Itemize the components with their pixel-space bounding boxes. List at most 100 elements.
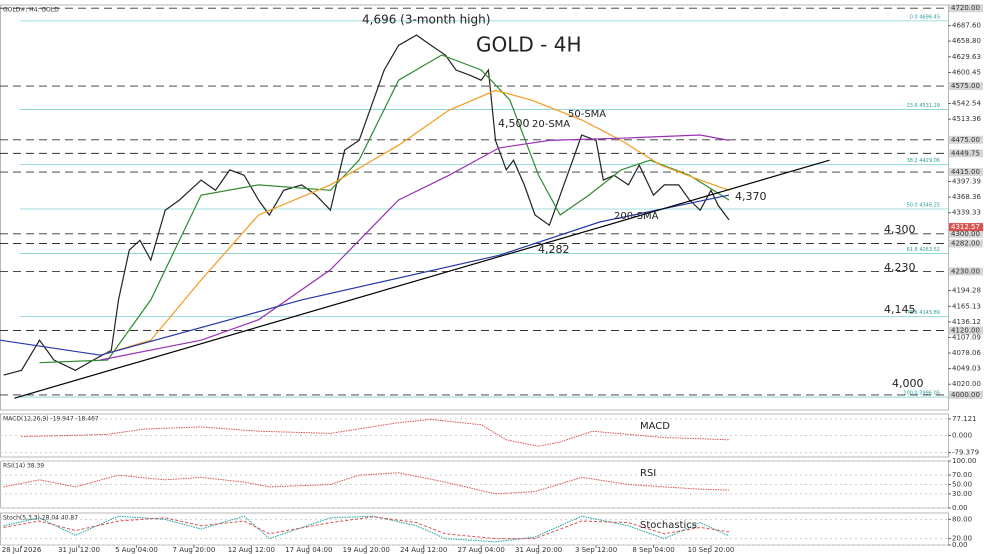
y-tick-label: 4136.12 (952, 318, 981, 326)
x-tick-label: 12 Aug 12:00 (228, 546, 275, 554)
level-label: 4230.00 (951, 267, 980, 275)
fib-label: 100.0 3996.05 (903, 391, 940, 397)
series-line (100, 134, 730, 361)
fib-label: 23.6 4531.29 (907, 103, 940, 109)
current-price-label: 4312.57 (951, 223, 980, 231)
panel-frame (0, 512, 949, 546)
level-label: 4449.75 (951, 149, 980, 157)
fib-label: 0.0 4696.45 (910, 14, 940, 20)
y-tick-label: 4658.80 (952, 37, 981, 45)
y-tick-label: 77.121 (952, 415, 977, 423)
y-tick-label: 0.000 (952, 432, 972, 440)
panel-title: RSI(14) 38.39 (3, 463, 44, 470)
fib-label: 61.8 4263.52 (907, 247, 940, 253)
level-box (949, 168, 983, 177)
y-tick-label: 4049.03 (952, 365, 981, 373)
series-line (3, 515, 730, 543)
x-tick-label: 27 Aug 04:00 (458, 546, 505, 554)
level-label: 4000.00 (951, 391, 980, 399)
panel-frame (0, 4, 949, 411)
level-box (949, 267, 983, 276)
x-tick-label: 24 Aug 12:00 (400, 546, 447, 554)
series-line (0, 194, 730, 356)
level-label: 4120.00 (951, 327, 980, 335)
y-tick-label: 4339.33 (952, 209, 981, 217)
annotation: 4,282 (538, 243, 570, 256)
annotation: 50-SMA (568, 109, 606, 120)
y-tick-label: 4107.09 (952, 333, 981, 341)
x-tick-label: 28 Jul 2026 (2, 546, 42, 554)
x-tick-label: 5 Aug 04:00 (115, 546, 158, 554)
series-line (39, 54, 730, 364)
y-tick-label: 4687.60 (952, 22, 981, 30)
y-tick-label: 4600.45 (952, 68, 981, 76)
x-tick-label: 19 Aug 20:00 (343, 546, 390, 554)
level-label: 4415.00 (951, 168, 980, 176)
panel-label: Stochastics (640, 520, 697, 531)
fib-label: 38.2 4429.06 (907, 158, 940, 164)
y-tick-label: 4078.06 (952, 349, 981, 357)
fib-label: 78.6 4145.89 (907, 310, 940, 316)
annotation: 4,145 (884, 303, 916, 316)
x-tick-label: 8 Sep 04:00 (632, 546, 674, 554)
panel-title: MACD(12,26,9) -19.947 -18.467 (3, 416, 99, 423)
panel-label: MACD (640, 421, 670, 432)
y-tick-label: 4513.36 (952, 115, 981, 123)
y-tick-label: 100.00 (952, 457, 977, 465)
annotation: 4,000 (892, 377, 924, 390)
annotation: 20-SMA (532, 119, 570, 130)
x-tick-label: 10 Sep 20:00 (688, 546, 735, 554)
x-tick-label: 31 Jul 12:00 (58, 546, 100, 554)
y-tick-label: 4542.54 (952, 100, 981, 108)
level-box (949, 239, 983, 248)
y-tick-label: -79.379 (952, 449, 979, 457)
level-box (949, 390, 983, 399)
fib-label: 50.0 4346.25 (907, 202, 940, 208)
series-line (3, 516, 730, 540)
price-line (3, 34, 730, 376)
y-tick-label: 4397.39 (952, 178, 981, 186)
level-box (949, 82, 983, 91)
panel-title: GOLD#, H4: GOLD (3, 7, 59, 14)
y-tick-label: 4368.36 (952, 193, 981, 201)
y-tick-label: 4194.28 (952, 287, 981, 295)
level-label: 4300.00 (951, 230, 980, 238)
x-tick-label: 17 Aug 04:00 (285, 546, 332, 554)
annotation: 4,230 (884, 261, 916, 274)
series-line (100, 89, 730, 356)
x-tick-label: 31 Aug 20:00 (515, 546, 562, 554)
annotation: 200-SMA (614, 211, 659, 222)
y-tick-label: 0.00 (952, 504, 968, 512)
level-box (949, 149, 983, 158)
level-label: 4720.00 (951, 4, 980, 12)
level-box (949, 4, 983, 13)
level-box (949, 229, 983, 238)
y-tick-label: 80.00 (952, 515, 972, 523)
panel-title: Stoch(5,3,3) 28.04 40.87 (3, 515, 78, 522)
chart-subtitle: GOLD - 4H (476, 33, 581, 57)
y-tick-label: 4020.00 (952, 380, 981, 388)
x-tick-label: 7 Aug 20:00 (173, 546, 216, 554)
panel-label: RSI (640, 468, 656, 479)
y-tick-label: 4629.63 (952, 53, 981, 61)
level-box (949, 135, 983, 144)
series-line (21, 418, 730, 447)
series-line (14, 159, 830, 399)
y-tick-label: 20.00 (952, 535, 972, 543)
y-tick-label: 30.00 (952, 490, 972, 498)
annotation: 4,370 (735, 190, 767, 203)
series-line (3, 472, 730, 495)
level-box (949, 326, 983, 335)
y-tick-label: 4165.13 (952, 302, 981, 310)
level-label: 4282.00 (951, 239, 980, 247)
current-price-box (949, 223, 983, 232)
x-tick-label: 3 Sep 12:00 (575, 546, 617, 554)
y-tick-label: 50.00 (952, 481, 972, 489)
level-label: 4575.00 (951, 82, 980, 90)
annotation: 4,500 (498, 117, 530, 130)
y-tick-label: 70.00 (952, 471, 972, 479)
y-tick-label: 0.00 (952, 541, 968, 549)
level-label: 4475.00 (951, 136, 980, 144)
